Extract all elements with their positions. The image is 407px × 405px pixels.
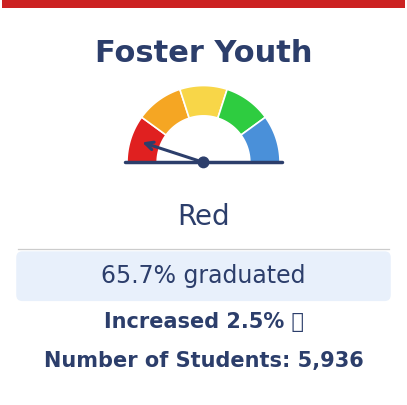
Polygon shape: [241, 117, 280, 162]
Text: Foster Youth: Foster Youth: [95, 39, 312, 68]
Text: Red: Red: [177, 203, 230, 231]
Text: Increased 2.5% Ⓐ: Increased 2.5% Ⓐ: [103, 312, 304, 332]
FancyBboxPatch shape: [16, 252, 391, 301]
Polygon shape: [142, 90, 189, 135]
Polygon shape: [180, 85, 227, 118]
Polygon shape: [218, 90, 265, 135]
Polygon shape: [127, 117, 166, 162]
Text: 65.7% graduated: 65.7% graduated: [101, 264, 306, 288]
Text: Number of Students: 5,936: Number of Students: 5,936: [44, 351, 363, 371]
FancyBboxPatch shape: [2, 0, 405, 8]
Circle shape: [198, 157, 209, 168]
